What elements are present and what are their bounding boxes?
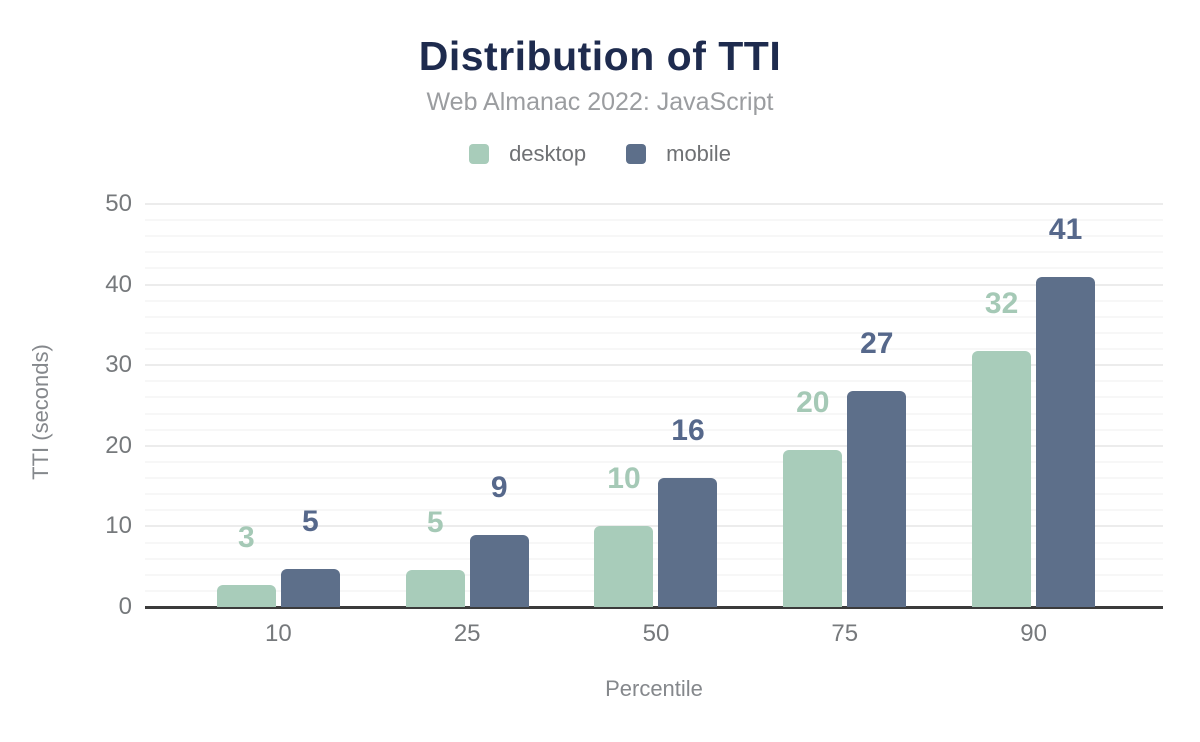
- gridline-38: [145, 299, 1163, 302]
- bar-mobile-p10: 5: [280, 507, 340, 607]
- gridline-40: [145, 283, 1163, 286]
- bar-value-mobile-p75: 27: [860, 327, 894, 360]
- legend-label-mobile: mobile: [666, 141, 731, 166]
- gridline-50: [145, 203, 1163, 205]
- bar-desktop-p50: 10: [594, 463, 654, 607]
- gridline-12: [145, 509, 1163, 512]
- gridline-6: [145, 557, 1163, 560]
- gridline-18: [145, 460, 1163, 463]
- bar-group-p25: 5 9 25: [373, 204, 562, 647]
- gridline-10: [145, 525, 1163, 528]
- gridline-32: [145, 348, 1163, 351]
- gridline-42: [145, 267, 1163, 270]
- y-tick-10: 10: [105, 512, 132, 540]
- bar-value-mobile-p90: 41: [1048, 213, 1083, 247]
- legend-item-mobile: mobile: [626, 141, 731, 167]
- bar-desktop-p90: 32: [972, 288, 1032, 607]
- bar-desktop-p75: 20: [783, 387, 843, 607]
- gridline-34: [145, 331, 1163, 334]
- legend-label-desktop: desktop: [509, 141, 587, 166]
- bar-desktop-p25: 5: [405, 507, 465, 607]
- x-axis-title: Percentile: [605, 676, 703, 701]
- bar-value-desktop-p90: 32: [984, 286, 1019, 320]
- y-tick-20: 20: [105, 431, 132, 459]
- gridline-2: [145, 589, 1163, 592]
- bar-value-desktop-p75: 20: [796, 385, 830, 419]
- x-tick-90: 90: [1020, 620, 1047, 647]
- y-tick-0: 0: [118, 593, 132, 620]
- bar-value-desktop-p25: 5: [426, 505, 444, 539]
- gridline-20: [145, 444, 1163, 447]
- gridline-26: [145, 396, 1163, 399]
- gridline-28: [145, 380, 1163, 383]
- bar-mobile-p90: 41: [1036, 215, 1096, 607]
- x-tick-75: 75: [831, 620, 859, 647]
- x-tick-25: 25: [453, 620, 481, 647]
- bar-group-p90: 32 41 90: [939, 204, 1128, 647]
- chart-subtitle: Web Almanac 2022: JavaScript: [426, 88, 774, 116]
- bar-value-mobile-p25: 9: [490, 471, 508, 505]
- bar-value-mobile-p50: 16: [671, 414, 705, 448]
- gridline-4: [145, 573, 1163, 576]
- legend-swatch-mobile: [626, 144, 647, 164]
- bar-group-p10: 3 5 10: [184, 204, 373, 647]
- gridline-30: [145, 364, 1163, 367]
- bar-mobile-p25: 9: [469, 473, 529, 607]
- y-tick-50: 50: [105, 190, 132, 217]
- x-tick-50: 50: [642, 620, 670, 647]
- gridline-8: [145, 541, 1163, 544]
- gridline-14: [145, 493, 1163, 496]
- gridline-36: [145, 315, 1163, 318]
- bar-value-desktop-p10: 3: [238, 521, 255, 555]
- gridline-22: [145, 428, 1163, 431]
- y-tick-30: 30: [105, 351, 132, 379]
- bar-mobile-p75: 27: [847, 329, 907, 607]
- bar-group-p50: 10 16 50: [562, 204, 751, 647]
- gridline-44: [145, 251, 1163, 254]
- legend-item-desktop: desktop: [469, 141, 586, 167]
- y-tick-40: 40: [105, 270, 132, 298]
- gridline-24: [145, 412, 1163, 415]
- chart-title: Distribution of TTI: [418, 33, 782, 79]
- plot-area: 3 5 10 5 9 25 10 16 50 20 27 75 32 41 90: [145, 203, 1163, 647]
- bar-mobile-p50: 16: [658, 416, 718, 607]
- legend-swatch-desktop: [469, 144, 490, 164]
- x-tick-10: 10: [265, 620, 292, 647]
- gridline-48: [145, 219, 1163, 222]
- gridline-46: [145, 235, 1163, 238]
- gridline-16: [145, 477, 1163, 480]
- bar-group-p75: 20 27 75: [750, 204, 939, 647]
- bar-value-desktop-p50: 10: [607, 461, 641, 495]
- chart-legend: desktop mobile: [0, 141, 1200, 167]
- x-axis-line: [145, 606, 1163, 609]
- bar-value-mobile-p10: 5: [302, 505, 319, 539]
- bar-desktop-p10: 3: [216, 523, 276, 607]
- bars-row: 3 5 10 5 9 25 10 16 50 20 27 75 32 41 90: [184, 204, 1128, 647]
